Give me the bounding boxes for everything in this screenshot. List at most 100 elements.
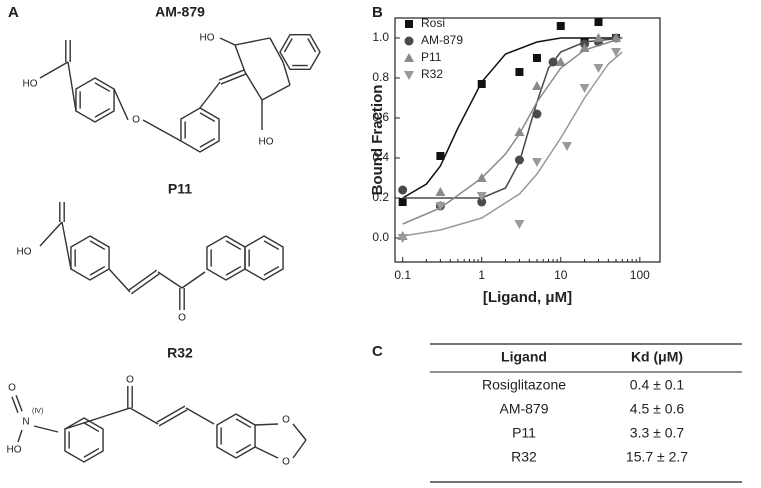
bond [234,44,246,73]
atom-label: O [282,457,290,468]
bond [235,418,252,429]
point [531,158,542,167]
ring [70,235,110,281]
bond [261,84,291,101]
bond [83,422,100,433]
x-tick-label: 100 [630,268,650,282]
legend-label: Rosi [421,16,445,30]
bond [15,394,23,412]
legend-label: P11 [421,50,442,64]
point [514,155,524,165]
point [556,22,565,30]
bond [218,69,245,81]
bond [292,423,307,441]
bond [219,37,236,46]
bond [254,446,279,459]
bond [185,407,215,425]
x-tick-label: 1 [478,268,485,282]
fit-curve [402,37,623,199]
y-tick-label: 1.0 [372,30,389,44]
atom-label: O [282,415,290,426]
ring [180,107,220,153]
atom-label: HO [7,445,22,456]
bond [130,273,160,295]
point [594,18,603,26]
bond [67,61,77,112]
point [532,109,542,119]
point [405,20,413,28]
y-tick-label: 0.0 [372,230,389,244]
atom-label: HO [23,79,38,90]
point [531,81,542,90]
bond [181,271,206,289]
point [477,80,486,88]
x-axis-label: [Ligand, μM] [483,289,572,306]
bond [234,37,271,46]
ring [75,77,115,123]
y-tick-label: 0.6 [372,110,389,124]
bond [269,37,284,63]
y-tick-label: 0.2 [372,190,389,204]
bond [263,240,280,251]
bond [39,221,63,247]
point [579,43,590,52]
point [397,234,408,243]
bond [89,240,106,251]
bond [108,268,131,293]
atom-label: O [178,313,186,324]
compound-name: AM-879 [155,4,205,20]
bond [255,423,279,426]
table-cell: 0.4 ± 0.1 [630,377,685,393]
bond [199,81,221,109]
bond [307,38,317,53]
bond [199,112,216,123]
point [562,142,573,151]
table-cell: Rosiglitazone [482,377,566,393]
point [548,57,558,67]
table-header: Ligand [501,349,547,365]
panel-label: A [8,4,19,21]
bond [283,38,293,53]
bond [39,61,69,79]
bond [235,443,252,454]
atom-label: HO [17,247,32,258]
legend-label: AM-879 [421,33,463,47]
point [611,33,622,42]
plot-frame [394,17,661,263]
bond [156,405,186,423]
ring [64,417,104,463]
table-cell: P11 [512,425,536,441]
point [593,33,604,42]
bond [199,137,216,148]
bond [33,425,59,433]
bond [244,71,263,101]
ring [244,235,284,281]
bond [83,447,100,458]
ring [206,235,246,281]
point [611,48,622,57]
bond [94,82,111,93]
atom-label: HO [200,33,215,44]
point [579,84,590,93]
point [404,53,414,62]
bond [113,88,129,121]
bond [142,119,182,142]
table-cell: 15.7 ± 2.7 [626,449,688,465]
point [593,64,604,73]
bond [128,269,158,291]
point [514,127,525,136]
table-cell: 3.3 ± 0.7 [630,425,685,441]
atom-label: N [22,417,29,428]
point [532,54,541,62]
table-cell: 4.5 ± 0.6 [630,401,685,417]
legend-label: R32 [421,67,443,81]
point [476,173,487,182]
point [515,68,524,76]
table-header: Kd (μM) [631,349,683,365]
x-tick-label: 0.1 [394,268,411,282]
atom-label: HO [259,137,274,148]
y-tick-label: 0.8 [372,70,389,84]
point [514,220,525,229]
compound-name: R32 [167,345,193,361]
